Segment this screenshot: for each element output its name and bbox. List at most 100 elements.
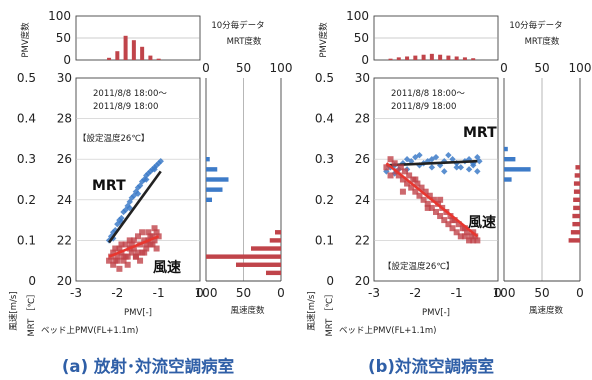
mrt-histogram-bar <box>504 146 508 152</box>
pmv-histogram-bar <box>462 57 467 60</box>
wind-point <box>424 204 431 211</box>
wind-axis-tick-label: 0.5 <box>315 71 334 85</box>
trend-line <box>108 170 162 244</box>
mrt-axis-tick-label: 20 <box>57 274 72 288</box>
pmv-histogram-ylabel: PMV度数 <box>20 22 31 58</box>
wind-point <box>449 225 456 232</box>
pmv-histogram-bar <box>388 58 393 60</box>
mrt-axis-tick-label: 30 <box>57 71 72 85</box>
wind-point <box>141 249 148 256</box>
wind-point <box>433 208 439 215</box>
mrt-histogram-tick-label: 100 <box>270 61 293 75</box>
pmv-histogram-bar <box>140 46 145 60</box>
wind-axis-tick-label: 0 <box>326 274 334 288</box>
wind-point <box>153 245 160 252</box>
pmv-histogram-bar <box>421 54 426 60</box>
wind-point <box>391 160 398 167</box>
wind-point <box>437 213 444 220</box>
mrt-point <box>428 164 436 171</box>
wind-point <box>110 249 117 256</box>
wind-point <box>128 241 135 248</box>
wind-histogram-tick-label: 0 <box>576 286 584 300</box>
mrt-histogram-bar <box>206 167 218 172</box>
mrt-histogram-bar <box>504 167 531 172</box>
mrt-histogram-bar <box>504 157 516 162</box>
wind-point <box>122 241 129 248</box>
trend-line <box>385 162 479 238</box>
wind-point <box>130 237 137 244</box>
pmv-histogram-bar <box>115 51 120 60</box>
x-axis-bed-title: ベッド上PMV(FL+1.1m) <box>339 326 436 336</box>
wind-point <box>143 241 150 248</box>
wind-point <box>383 164 390 171</box>
wind-point <box>412 188 419 195</box>
wind-point <box>399 176 406 183</box>
pmv-histogram-bar <box>131 40 136 60</box>
mrt-axis-title: MRT ［℃］ <box>27 289 37 336</box>
wind-point <box>424 200 431 207</box>
main-plot-frame <box>373 77 499 282</box>
wind-histogram-bar <box>574 173 580 178</box>
mrt-histogram-bar <box>504 177 512 182</box>
wind-axis-tick-label: 0.2 <box>17 193 36 207</box>
wind-point <box>114 257 121 264</box>
mrt-axis-tick-label: 26 <box>355 152 370 166</box>
mrt-point <box>126 204 133 212</box>
wind-point <box>453 229 460 236</box>
wind-point <box>151 237 158 244</box>
mrt-series-label: MRT <box>463 125 497 141</box>
x-axis-title: PMV[-] <box>422 308 450 318</box>
wind-point <box>474 237 481 244</box>
wind-point <box>441 217 448 224</box>
wind-histogram-bar <box>236 262 281 267</box>
mrt-point <box>110 229 117 236</box>
mrt-point <box>476 158 483 165</box>
wind-point <box>414 180 421 187</box>
wind-point <box>399 188 406 195</box>
wind-series-label: 風速 <box>153 259 181 276</box>
wind-point <box>143 245 150 252</box>
wind-point <box>408 184 415 191</box>
top-note-line-2: MRT度数 <box>227 36 262 47</box>
top-note-line-1: 10分毎データ <box>211 20 264 31</box>
wind-point <box>461 233 468 240</box>
wind-point <box>110 261 117 268</box>
wind-histogram-bar <box>573 197 580 202</box>
mrt-point <box>445 151 452 159</box>
wind-point <box>428 204 435 211</box>
x-axis-tick-label: -2 <box>111 286 123 300</box>
mrt-series-label: MRT <box>92 178 126 194</box>
mrt-axis-tick-label: 24 <box>355 193 370 207</box>
wind-point <box>118 241 125 248</box>
pmv-histogram-tick-label: 100 <box>48 9 71 23</box>
panel-caption: (b)対流空調病室 <box>368 356 494 376</box>
panel-b: 100 50 0 PMV度数 0 0.1 0.2 0.3 0.4 0.5 20 22 24 26 28 30 -… <box>307 9 591 376</box>
wind-point <box>114 253 121 260</box>
mrt-axis-tick-label: 20 <box>355 274 370 288</box>
mrt-histogram-tick-label: 100 <box>569 61 592 75</box>
pmv-histogram-bar <box>396 57 401 60</box>
pmv-histogram-bar <box>471 58 476 60</box>
wind-point <box>147 233 154 240</box>
mrt-point <box>114 220 121 228</box>
setpoint-label: 【設定温度26℃】 <box>383 261 454 272</box>
wind-point <box>112 245 119 252</box>
wind-point <box>466 237 473 244</box>
period-line-2: 2011/8/9 18:00 <box>93 102 158 112</box>
wind-histogram-bar <box>573 205 580 211</box>
mrt-point <box>474 168 481 175</box>
wind-point <box>145 229 152 236</box>
x-axis-tick-label: -3 <box>70 286 82 300</box>
mrt-point <box>143 176 150 183</box>
wind-histogram-bar <box>206 254 281 259</box>
mrt-point <box>138 178 146 185</box>
pmv-histogram-bar <box>123 35 128 60</box>
pmv-histogram-tick-label: 50 <box>354 31 369 45</box>
wind-histogram-bar <box>269 238 281 243</box>
wind-point <box>397 164 404 171</box>
mrt-point <box>449 156 456 163</box>
wind-histogram-tick-label: 50 <box>236 286 251 300</box>
wind-point <box>126 237 133 244</box>
